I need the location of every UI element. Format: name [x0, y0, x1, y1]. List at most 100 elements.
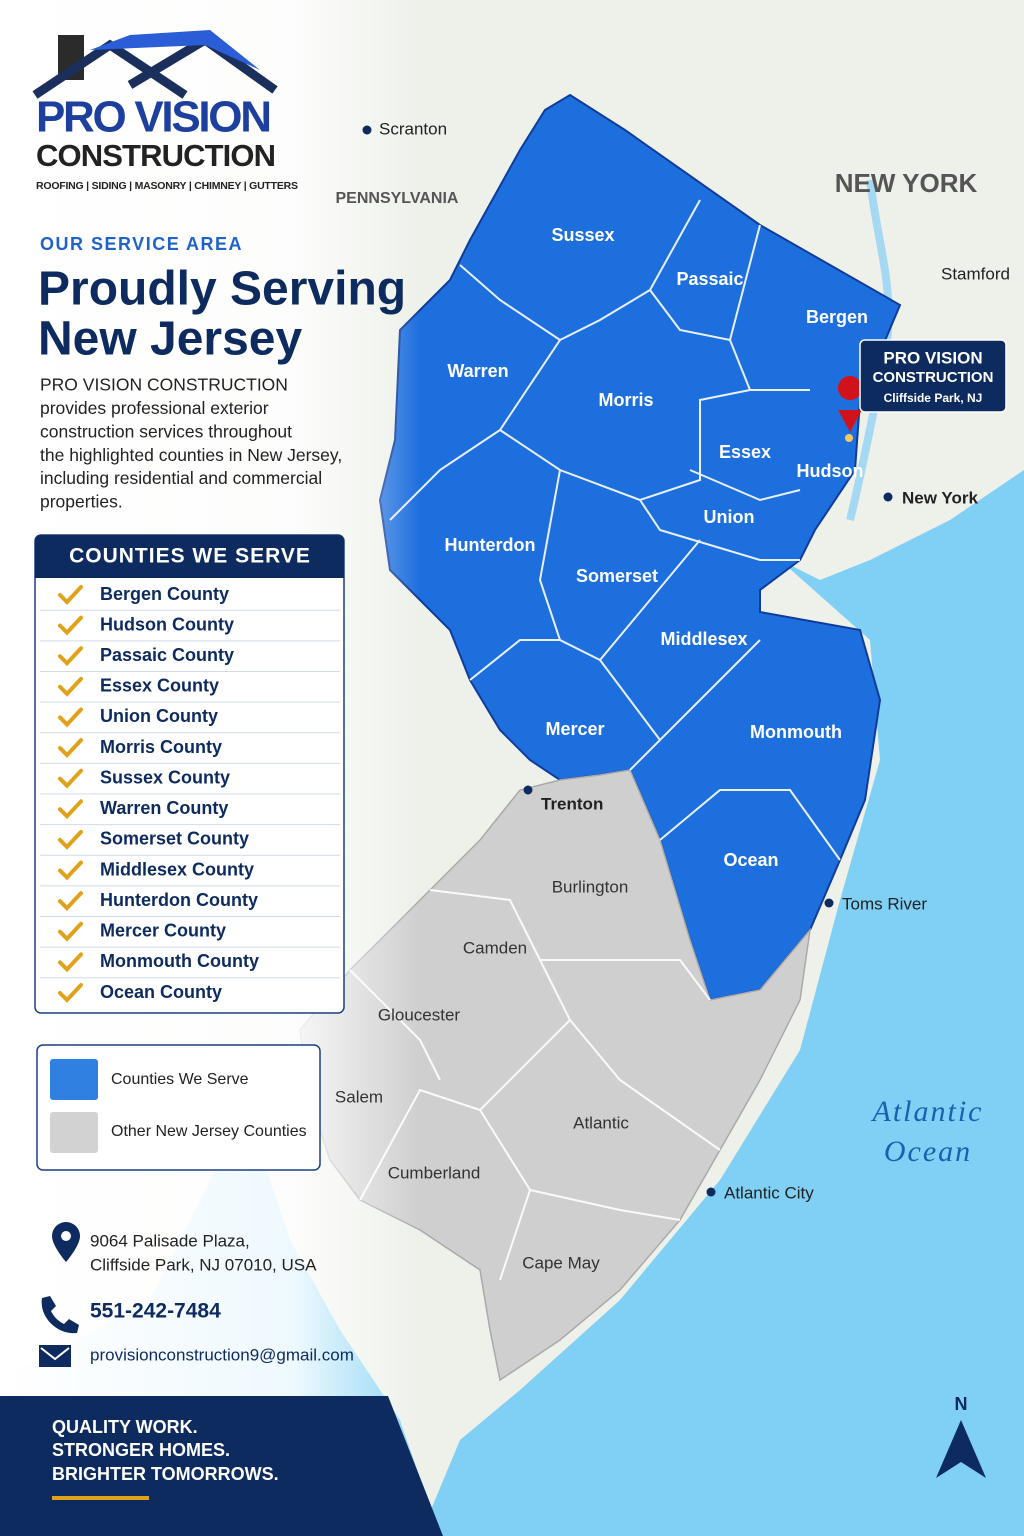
county-item: Hudson County: [100, 614, 234, 634]
footer-line: STRONGER HOMES.: [52, 1440, 230, 1460]
county-label: Salem: [335, 1087, 383, 1106]
check-icon: [58, 829, 83, 850]
intro-line: PRO VISION CONSTRUCTION: [40, 375, 288, 395]
intro-line: provides professional exterior: [40, 398, 269, 418]
check-icon: [58, 799, 83, 820]
callout-location: Cliffside Park, NJ: [884, 391, 983, 405]
check-icon: [58, 983, 83, 1003]
other-region: [299, 769, 812, 1382]
place-dots: [362, 125, 893, 1197]
county-label: Cape May: [522, 1253, 600, 1272]
check-icon: [58, 952, 83, 973]
check-icon: [58, 891, 83, 912]
check-icon: [58, 860, 83, 881]
footer-accent: [52, 1496, 149, 1500]
county-borders: [349, 199, 841, 1281]
location-dot: [845, 434, 853, 442]
callout-sub: CONSTRUCTION: [873, 369, 994, 386]
place-label: Scranton: [379, 119, 447, 138]
county-label: Middlesex: [660, 629, 747, 649]
legend-label: Other New Jersey Counties: [111, 1123, 307, 1140]
county-item: Somerset County: [100, 829, 249, 849]
place-label: Toms River: [842, 894, 927, 913]
intro-line: including residential and commercial: [40, 468, 322, 488]
check-icon: [58, 585, 83, 605]
county-label: Somerset: [576, 566, 658, 586]
county-label: Mercer: [545, 719, 604, 739]
county-label: Monmouth: [750, 722, 842, 742]
county-item: Sussex County: [100, 767, 230, 787]
legend: [36, 1044, 321, 1171]
footer-band: [0, 1396, 443, 1536]
county-item: Monmouth County: [100, 951, 259, 971]
legend-swatch: [50, 1059, 98, 1100]
callout-name: PRO VISION: [883, 348, 982, 367]
place-dot: [523, 785, 533, 795]
check-icon: [58, 646, 83, 667]
check-icon: [58, 707, 83, 728]
county-label: Hunterdon: [445, 535, 536, 555]
check-icon: [58, 768, 83, 789]
check-icon: [58, 676, 83, 697]
county-list: Bergen County Hudson County Passaic County…: [40, 584, 340, 1003]
ocean: [420, 470, 1024, 1536]
place-label: New York: [902, 488, 978, 507]
legend-swatch: [50, 1112, 98, 1153]
county-item: Warren County: [100, 798, 228, 818]
email[interactable]: provisionconstruction9@gmail.com: [90, 1345, 354, 1364]
logo-services: ROOFING | SIDING | MASONRY | CHIMNEY | G…: [36, 180, 298, 192]
region-label: PENNSYLVANIA: [336, 190, 459, 207]
county-label: Ocean: [723, 850, 778, 870]
county-label: Hudson: [797, 461, 864, 481]
logo-name: PRO VISION: [36, 93, 272, 142]
intro-line: the highlighted counties in New Jersey,: [40, 445, 342, 465]
phone[interactable]: 551-242-7484: [90, 1300, 221, 1323]
county-label: Essex: [719, 442, 771, 462]
check-icon: [58, 738, 83, 758]
intro-body: PRO VISION CONSTRUCTION provides professi…: [40, 375, 342, 512]
region-label: NEW YORK: [835, 168, 978, 198]
county-item: Ocean County: [100, 982, 222, 1002]
place-dot: [362, 125, 372, 135]
county-item: Essex County: [100, 676, 219, 696]
title-line: Proudly Serving: [38, 263, 406, 316]
footer-line: QUALITY WORK.: [52, 1417, 198, 1437]
footer-line: BRIGHTER TOMORROWS.: [52, 1464, 279, 1484]
place-label: Stamford: [941, 264, 1010, 283]
county-label: Warren: [447, 361, 508, 381]
place-dot: [824, 898, 834, 908]
county-label: Camden: [463, 938, 527, 957]
county-label: Cumberland: [388, 1163, 481, 1182]
location-pin: [837, 376, 862, 432]
eyebrow: OUR SERVICE AREA: [40, 234, 243, 254]
mail-icon: [39, 1345, 71, 1367]
compass-arrow: [936, 1420, 986, 1478]
place-label: Atlantic City: [724, 1183, 814, 1202]
callout: [859, 339, 1007, 413]
check-icon: [58, 921, 83, 942]
county-label: Morris: [598, 390, 653, 410]
county-label: Atlantic: [573, 1113, 629, 1132]
logo-sub: CONSTRUCTION: [36, 138, 276, 173]
compass-label: N: [955, 1394, 968, 1414]
address-line: 9064 Palisade Plaza,: [90, 1231, 250, 1250]
intro-line: construction services throughout: [40, 421, 292, 441]
county-label: Gloucester: [378, 1005, 461, 1024]
ocean-label: Ocean: [884, 1135, 972, 1168]
county-item: Passaic County: [100, 645, 234, 665]
logo: PRO VISION CONSTRUCTION ROOFING | SIDING…: [32, 30, 298, 192]
place-dot: [706, 1187, 716, 1197]
county-label: Passaic: [676, 269, 743, 289]
place-label: Trenton: [541, 794, 603, 813]
panel-title: COUNTIES WE SERVE: [69, 545, 311, 568]
phone-icon: [41, 1296, 79, 1334]
mail-icon-flap: [40, 1347, 70, 1361]
county-item: Middlesex County: [100, 859, 254, 879]
pin-icon-hole: [61, 1231, 71, 1241]
county-label: Sussex: [551, 225, 614, 245]
county-item: Morris County: [100, 737, 222, 757]
county-item: Mercer County: [100, 921, 226, 941]
place-dot: [883, 492, 893, 502]
county-label: Burlington: [552, 877, 629, 896]
check-icon: [58, 615, 83, 636]
